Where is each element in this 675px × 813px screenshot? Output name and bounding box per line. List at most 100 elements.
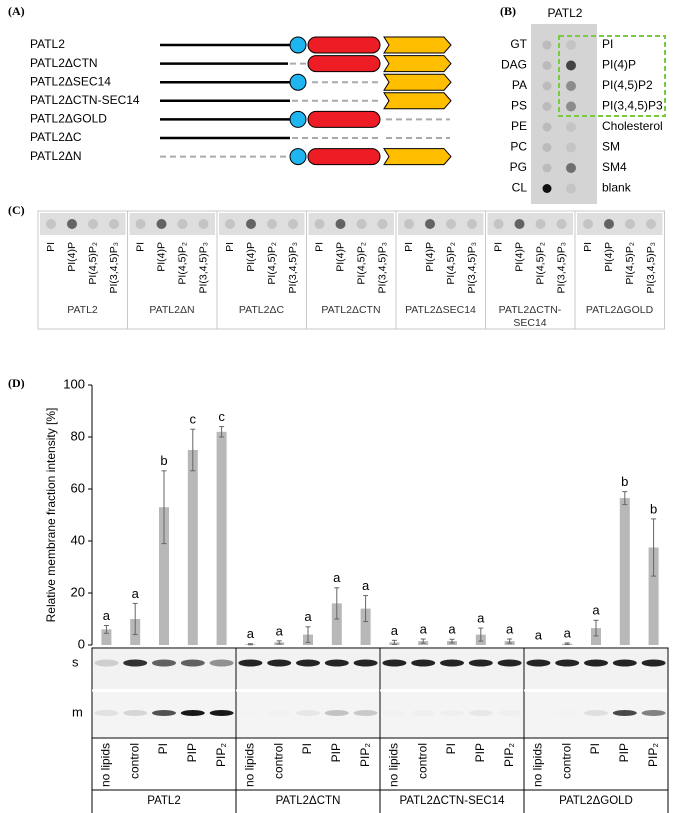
construct-label: PATL2ΔN (30, 149, 82, 163)
sec14-domain (307, 36, 381, 54)
lipid-label: PG (510, 160, 527, 174)
sec14-domain (307, 55, 381, 73)
lipid-label: PI(4,5)P₂ (176, 242, 188, 285)
blot-band (94, 710, 119, 716)
lipid-spot (88, 219, 98, 229)
significance-letter: a (247, 626, 255, 641)
blot-band (123, 710, 148, 716)
lane-label: PI (444, 743, 458, 754)
significance-letter: a (448, 622, 456, 637)
significance-letter: b (621, 474, 628, 489)
blot-band (382, 710, 406, 716)
lipid-spot (404, 219, 414, 229)
lane-label: PIP₂ (358, 743, 372, 767)
significance-letter: a (535, 627, 543, 642)
blot-band (584, 710, 608, 716)
lane-label: no lipids (531, 743, 545, 787)
lipid-spot (542, 122, 552, 132)
lipid-spot (566, 142, 576, 153)
lane-label: PI (300, 743, 314, 754)
lipid-label: PI(3,4,5)P₃ (108, 242, 120, 294)
blot-band (180, 659, 205, 667)
lane-label: no lipids (99, 743, 113, 787)
gold-domain (383, 73, 452, 91)
blot-band (267, 659, 292, 667)
panel-label: (A) (8, 4, 25, 18)
lane-label: no lipids (387, 743, 401, 787)
blot-m (525, 692, 667, 737)
construct-label: PATL2ΔCTN-SEC14 (30, 93, 140, 107)
lipid-strip (40, 213, 126, 235)
lipid-label: SM4 (602, 160, 627, 174)
ctn-domain (289, 36, 307, 54)
lipid-spot (566, 60, 576, 71)
panel-label: (D) (8, 376, 25, 390)
lipid-spot (156, 219, 167, 229)
lane-label: control (559, 743, 573, 779)
lipid-spot (604, 219, 614, 229)
blot-band (497, 659, 522, 667)
lipid-spot (177, 219, 188, 229)
construct-name: PATL2ΔC (238, 304, 285, 316)
lipid-spot (556, 219, 567, 229)
lipid-label: PI(4,5)P₂ (87, 242, 99, 285)
lipid-label: PI(3,4,5)P₃ (555, 242, 567, 294)
construct-label: PATL2ΔSEC14 (30, 74, 111, 88)
lane-label: no lipids (243, 743, 257, 787)
blot-m (237, 692, 379, 737)
lipid-label: GT (510, 37, 527, 51)
lipid-label: PI (45, 242, 57, 252)
bar (159, 507, 169, 645)
blot-band (382, 659, 407, 667)
lipid-spot (542, 143, 552, 152)
lipid-spot (493, 219, 504, 229)
lane-label: PI (588, 743, 602, 754)
lipid-strip (531, 24, 597, 204)
bar (331, 603, 342, 645)
lipid-label: SM (602, 140, 620, 154)
lipid-label: Cholesterol (602, 119, 663, 133)
lipid-label: PA (512, 78, 527, 92)
blot-row-label: s (72, 654, 79, 669)
lipid-label: PI(4,5)P2 (602, 78, 653, 92)
highlight-box (558, 35, 666, 117)
lipid-strip (398, 213, 484, 235)
y-tick-label: 80 (71, 428, 85, 443)
ctn-domain (289, 73, 307, 91)
significance-letter: c (218, 409, 225, 424)
significance-letter: b (160, 453, 167, 468)
gold-domain (383, 92, 452, 110)
lipid-spot (246, 219, 256, 229)
significance-letter: a (506, 621, 514, 636)
blot-band (641, 659, 666, 667)
blot-band (180, 710, 205, 716)
significance-letter: a (304, 609, 312, 624)
blot-band (94, 659, 119, 667)
blot-band (526, 710, 550, 716)
gold-domain (383, 36, 452, 54)
lipid-spot (566, 163, 576, 173)
significance-letter: a (103, 608, 111, 623)
significance-letter: a (477, 611, 485, 626)
lipid-spot (566, 81, 576, 91)
construct-name: PATL2 (67, 304, 98, 316)
lipid-strip (577, 213, 663, 235)
y-tick-label: 100 (63, 376, 85, 391)
blot-band (641, 710, 666, 716)
significance-letter: a (564, 625, 572, 640)
lipid-label: PI (224, 242, 236, 252)
bar (591, 628, 601, 645)
lipid-spot (566, 101, 576, 112)
panel-label: (B) (500, 4, 516, 18)
blot-title: PATL2 (548, 6, 583, 20)
lipid-label: PS (511, 99, 527, 113)
lipid-spot (46, 219, 56, 229)
lipid-spot (335, 219, 346, 229)
significance-letter: a (420, 621, 428, 636)
lipid-spot (377, 219, 388, 229)
lipid-spot (566, 40, 576, 50)
blot-band (296, 659, 320, 667)
lipid-label: blank (602, 181, 632, 195)
significance-letter: a (276, 623, 284, 638)
sec14-domain (307, 110, 381, 128)
